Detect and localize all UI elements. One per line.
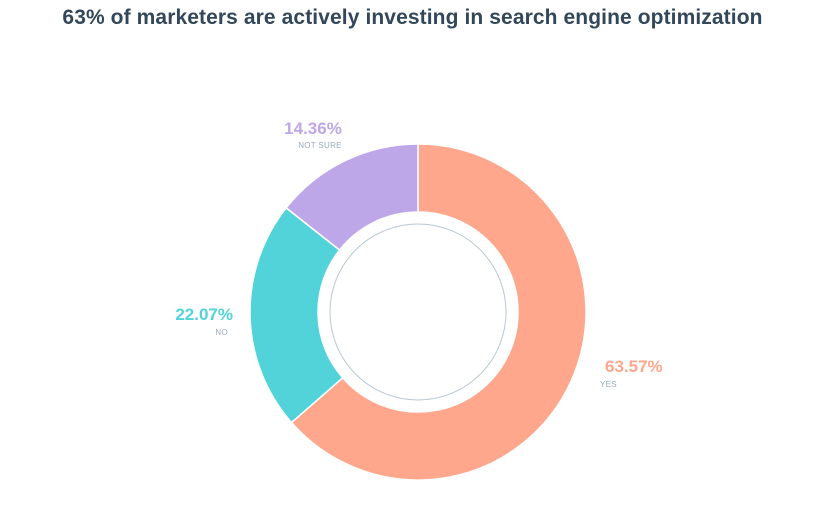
slice-not-sure — [285, 143, 419, 252]
label-value-no: 22.07% — [175, 305, 233, 324]
label-category-no: NO — [215, 328, 228, 337]
chart-title: 63% of marketers are actively investing … — [62, 6, 763, 29]
slice-no — [249, 206, 344, 424]
slice-yes — [290, 143, 587, 481]
label-value-yes: 63.57% — [605, 357, 663, 376]
label-category-yes: YES — [600, 380, 617, 389]
donut-inner-ring — [329, 223, 507, 401]
slices-layer — [249, 143, 587, 481]
label-value-not-sure: 14.36% — [284, 119, 342, 138]
label-category-not-sure: NOT SURE — [298, 141, 342, 150]
